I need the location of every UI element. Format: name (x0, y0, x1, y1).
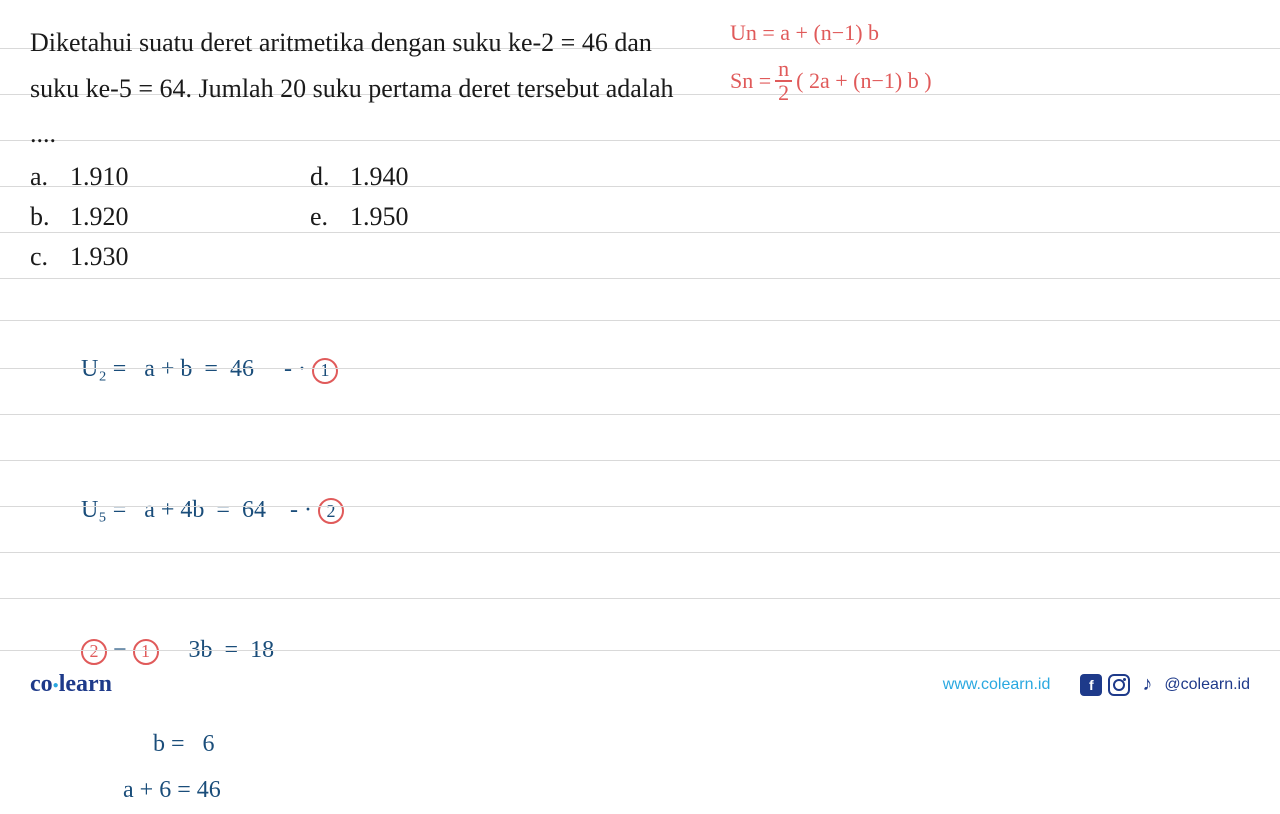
logo-learn: learn (59, 671, 112, 697)
option-d: d. 1.940 (310, 162, 590, 192)
option-e: e. 1.950 (310, 202, 590, 232)
options-grid: a. 1.910 d. 1.940 b. 1.920 e. 1.950 c. 1… (30, 162, 1250, 272)
sn-prefix: Sn = (730, 68, 771, 94)
sn-frac-den: 2 (775, 82, 792, 104)
circled-2: 2 (318, 498, 344, 524)
tiktok-icon: ♪ (1136, 674, 1158, 696)
option-a: a. 1.910 (30, 162, 310, 192)
sn-suffix: ( 2a + (n−1) b ) (796, 68, 931, 94)
option-value: 1.940 (350, 162, 409, 192)
work-line-4: b = 6 (45, 721, 1250, 768)
option-value: 1.930 (70, 242, 129, 272)
work-line-1: U₂ = a + b = 46 - · (81, 356, 312, 382)
instagram-icon (1108, 674, 1130, 696)
circled-1: 1 (312, 358, 338, 384)
facebook-icon: f (1080, 674, 1102, 696)
option-letter: b. (30, 202, 52, 232)
option-value: 1.950 (350, 202, 409, 232)
option-b: b. 1.920 (30, 202, 310, 232)
formula-sn: Sn = n 2 ( 2a + (n−1) b ) (730, 58, 932, 104)
work-line-3: 3b = 18 (159, 637, 275, 663)
handwritten-work: U₂ = a + b = 46 - · 1 U₅ = a + 4b = 64 -… (30, 300, 1250, 814)
question-text: Diketahui suatu deret aritmetika dengan … (30, 20, 690, 157)
footer-url: www.colearn.id (943, 676, 1051, 694)
logo-co: co (30, 671, 53, 697)
option-letter: c. (30, 242, 52, 272)
social-group: f ♪ @colearn.id (1080, 674, 1250, 696)
brand-logo: co●learn (30, 671, 112, 698)
option-value: 1.920 (70, 202, 129, 232)
option-c: c. 1.930 (30, 242, 310, 272)
sn-frac-num: n (775, 58, 792, 82)
minus-sign: − (107, 637, 133, 663)
work-line-5: a + 6 = 46 (45, 767, 1250, 814)
option-letter: e. (310, 202, 332, 232)
formula-un: Un = a + (n−1) b (730, 20, 932, 46)
option-letter: d. (310, 162, 332, 192)
social-handle: @colearn.id (1164, 676, 1250, 694)
circled-1b: 1 (133, 639, 159, 665)
work-line-2: U₅ = a + 4b = 64 - · (81, 497, 318, 523)
footer: co●learn www.colearn.id f ♪ @colearn.id (30, 671, 1250, 698)
option-letter: a. (30, 162, 52, 192)
circled-2b: 2 (81, 639, 107, 665)
option-value: 1.910 (70, 162, 129, 192)
